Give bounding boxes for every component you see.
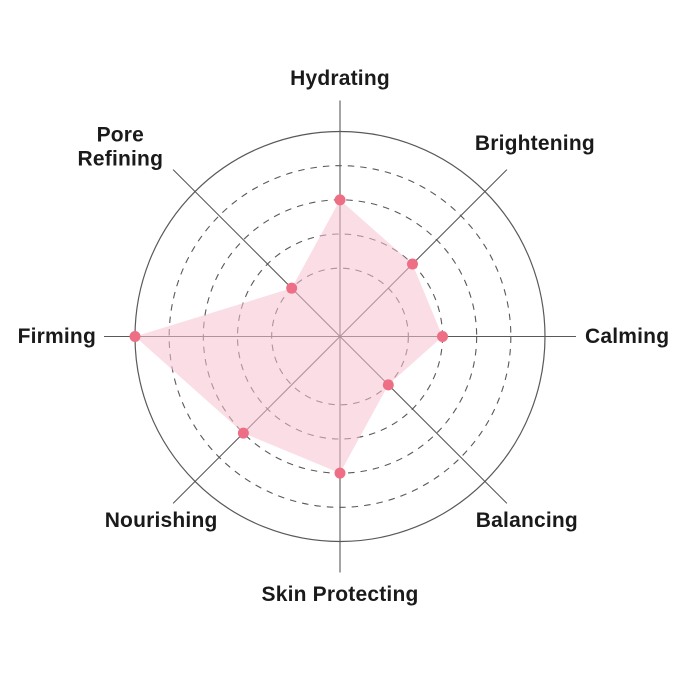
data-point-balancing (382, 379, 394, 391)
axis-label-hydrating: Hydrating (290, 66, 390, 90)
axis-label-pore-refining: Pore Refining (78, 123, 164, 171)
axis-label-brightening: Brightening (475, 131, 595, 155)
axis-label-line: Refining (77, 147, 164, 171)
data-point-brightening (406, 258, 418, 270)
axis-label-line: Firming (17, 324, 96, 348)
axis-label-skin-protecting: Skin Protecting (261, 583, 418, 607)
radar-data-polygon (135, 199, 443, 474)
axis-label-calming: Calming (585, 324, 669, 348)
axis-label-line: Hydrating (290, 66, 390, 90)
data-point-calming (437, 331, 448, 342)
axis-label-balancing: Balancing (476, 509, 578, 533)
axis-label-line: Nourishing (104, 509, 218, 533)
axis-label-line: Brightening (474, 131, 595, 155)
axis-label-line: Pore (96, 123, 145, 147)
axis-label-line: Skin Protecting (261, 582, 419, 606)
data-point-skin-protecting (334, 467, 346, 479)
data-point-firming (129, 331, 141, 342)
data-point-pore-refining (286, 282, 298, 294)
data-point-hydrating (334, 194, 346, 206)
axis-label-line: Calming (585, 324, 670, 348)
data-point-nourishing (237, 427, 249, 439)
axis-label-nourishing: Nourishing (105, 509, 218, 533)
axis-label-line: Balancing (475, 509, 578, 533)
axis-label-firming: Firming (18, 324, 96, 348)
